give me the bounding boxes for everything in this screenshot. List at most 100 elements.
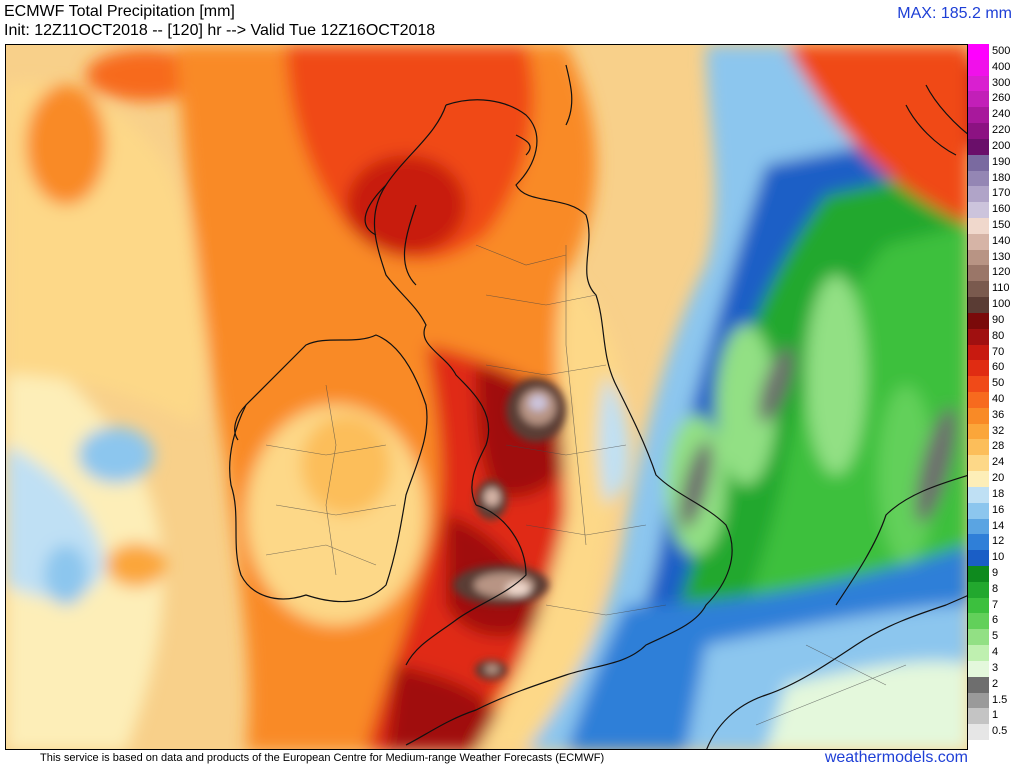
legend-label: 170 (992, 187, 1011, 200)
legend-item: 60 (968, 360, 1020, 377)
legend-item: 28 (968, 439, 1020, 456)
legend-swatch (968, 692, 989, 709)
legend-item: 90 (968, 312, 1020, 329)
legend-label: 36 (992, 408, 1005, 421)
legend-item: 16 (968, 502, 1020, 519)
legend-item: 170 (968, 186, 1020, 203)
legend-swatch (968, 297, 989, 313)
legend-item: 80 (968, 328, 1020, 345)
legend-label: 180 (992, 171, 1011, 184)
legend-item: 110 (968, 281, 1020, 298)
legend-label: 110 (992, 282, 1010, 295)
legend-swatch (968, 455, 989, 472)
legend-label: 10 (992, 551, 1005, 564)
legend-swatch (968, 645, 989, 661)
legend-swatch (968, 91, 989, 108)
legend-swatch (968, 534, 989, 551)
legend-label: 7 (992, 598, 999, 611)
legend-label: 2 (992, 677, 999, 690)
legend-label: 400 (992, 60, 1011, 73)
legend-label: 16 (992, 503, 1005, 516)
legend-swatch (968, 581, 989, 598)
legend-label: 3 (992, 661, 999, 674)
legend-swatch (968, 186, 989, 203)
legend-item: 220 (968, 123, 1020, 139)
legend-label: 200 (992, 139, 1011, 152)
legend-item: 100 (968, 297, 1020, 313)
legend-label: 240 (992, 108, 1011, 121)
legend-swatch (968, 281, 989, 298)
coastlines (229, 64, 967, 749)
legend-item: 130 (968, 249, 1020, 266)
legend-label: 1 (992, 709, 999, 722)
legend-label: 32 (992, 424, 1005, 437)
legend-swatch (968, 107, 989, 124)
legend-label: 160 (992, 203, 1011, 216)
legend-label: 1.5 (992, 693, 1008, 706)
legend-label: 40 (992, 393, 1005, 405)
legend-label: 80 (992, 329, 1005, 342)
precipitation-legend: 500 400 300 260 240 220 200 190 180 170 160 150 140 1… (968, 44, 1020, 740)
max-value-label: MAX: 185.2 mm (897, 5, 1012, 22)
legend-label: 70 (992, 345, 1005, 358)
legend-item: 70 (968, 344, 1020, 361)
legend-swatch (968, 550, 989, 566)
legend-swatch (968, 360, 989, 377)
legend-item: 8 (968, 581, 1020, 598)
legend-label: 100 (992, 298, 1011, 311)
legend-label: 28 (992, 440, 1005, 453)
legend-label: 12 (992, 535, 1005, 548)
legend-swatch (968, 566, 989, 582)
legend-item: 1 (968, 708, 1020, 725)
legend-label: 9 (992, 567, 999, 579)
legend-item: 5 (968, 629, 1020, 646)
precip-field (6, 45, 967, 749)
legend-label: 150 (992, 219, 1011, 231)
data-source-disclaimer: This service is based on data and produc… (40, 752, 605, 764)
legend-label: 60 (992, 361, 1005, 374)
legend-label: 20 (992, 472, 1005, 485)
legend-label: 0.5 (992, 725, 1008, 738)
legend-swatch (968, 265, 989, 282)
legend-swatch (968, 597, 989, 614)
legend-item: 240 (968, 107, 1020, 124)
legend-swatch (968, 724, 989, 740)
legend-item: 40 (968, 392, 1020, 408)
legend-item: 120 (968, 265, 1020, 282)
legend-item: 12 (968, 534, 1020, 551)
legend-swatch (968, 170, 989, 187)
legend-label: 300 (992, 76, 1011, 89)
legend-swatch (968, 439, 989, 456)
legend-swatch (968, 218, 989, 234)
legend-item: 160 (968, 202, 1020, 218)
legend-item: 9 (968, 566, 1020, 582)
legend-item: 260 (968, 91, 1020, 108)
legend-item: 200 (968, 138, 1020, 155)
legend-swatch (968, 123, 989, 139)
legend-item: 32 (968, 423, 1020, 440)
legend-item: 300 (968, 75, 1020, 92)
legend-label: 6 (992, 614, 999, 627)
legend-label: 8 (992, 582, 999, 595)
legend-label: 14 (992, 519, 1005, 532)
map-canvas (6, 45, 967, 749)
legend-item: 24 (968, 455, 1020, 472)
legend-item: 500 (968, 44, 1020, 60)
legend-swatch (968, 44, 989, 60)
legend-swatch (968, 486, 989, 503)
precipitation-map[interactable] (5, 44, 968, 750)
legend-label: 18 (992, 487, 1005, 500)
legend-swatch (968, 471, 989, 487)
legend-swatch (968, 233, 989, 250)
map-subtitle: Init: 12Z11OCT2018 -- [120] hr --> Valid… (4, 22, 436, 39)
legend-swatch (968, 708, 989, 725)
legend-swatch (968, 502, 989, 519)
brand-link[interactable]: weathermodels.com (824, 749, 968, 766)
legend-label: 4 (992, 646, 999, 659)
legend-label: 260 (992, 92, 1011, 105)
legend-item: 190 (968, 154, 1020, 171)
legend-swatch (968, 202, 989, 218)
legend-label: 190 (992, 155, 1011, 168)
map-title: ECMWF Total Precipitation [mm] (4, 3, 235, 20)
legend-swatch (968, 75, 989, 92)
